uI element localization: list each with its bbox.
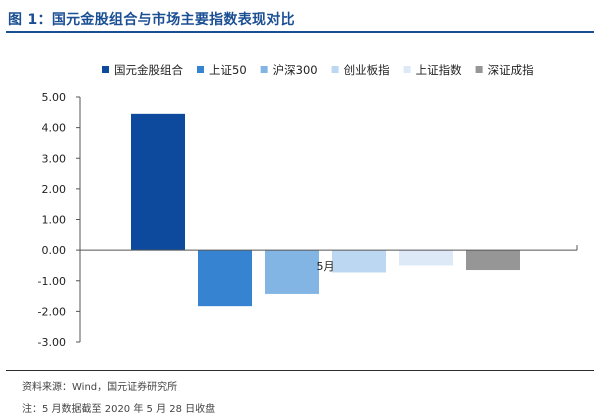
legend-label: 国元金股组合 <box>114 63 183 77</box>
bar <box>198 250 252 307</box>
legend-label: 上证50 <box>209 63 247 77</box>
legend-swatch <box>197 66 204 73</box>
legend-label: 沪深300 <box>273 63 318 77</box>
bar <box>399 250 453 266</box>
x-tick-label: 5月 <box>317 260 335 273</box>
legend-label: 上证指数 <box>416 63 462 77</box>
y-tick-label: -1.00 <box>38 275 66 288</box>
bar <box>332 250 386 273</box>
legend-swatch <box>102 66 109 73</box>
y-tick-label: -2.00 <box>38 305 66 318</box>
date-note: 注：5 月数据截至 2020 年 5 月 28 日收盘 <box>22 404 216 415</box>
legend-label: 深证成指 <box>488 63 534 77</box>
legend-swatch <box>260 66 268 73</box>
bar <box>131 113 185 251</box>
y-tick-label: 2.00 <box>42 183 67 196</box>
y-tick-label: 3.00 <box>42 152 67 165</box>
legend-swatch <box>403 66 411 73</box>
legend-swatch <box>475 66 483 73</box>
figure-title: 图 1：国元金股组合与市场主要指数表现对比 <box>8 12 295 28</box>
footer-rule <box>6 370 594 371</box>
y-tick-label: 5.00 <box>42 91 67 104</box>
legend-swatch <box>331 66 339 73</box>
title-rule <box>6 31 594 33</box>
bar <box>466 250 520 271</box>
y-tick-label: 4.00 <box>42 122 67 135</box>
y-tick-label: 1.00 <box>42 214 67 227</box>
source-note: 资料来源：Wind，国元证券研究所 <box>22 382 178 393</box>
legend-label: 创业板指 <box>344 63 390 77</box>
y-tick-label: -3.00 <box>38 336 66 349</box>
y-tick-label: 0.00 <box>42 244 67 257</box>
bar <box>265 250 319 294</box>
